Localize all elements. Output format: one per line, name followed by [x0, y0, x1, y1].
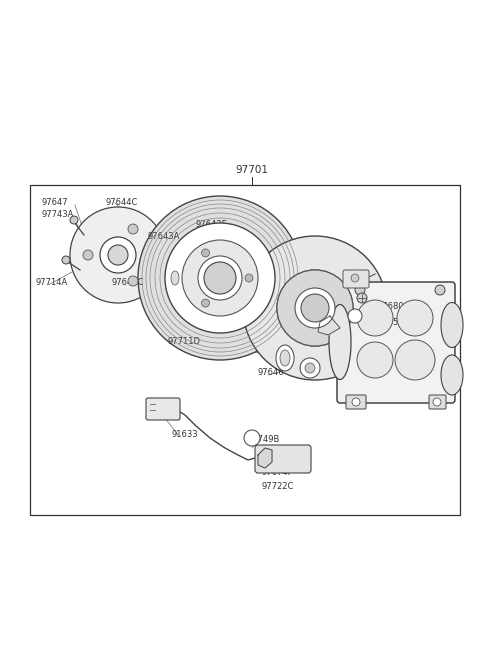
- Text: 97643A: 97643A: [148, 232, 180, 241]
- Circle shape: [128, 276, 138, 286]
- Circle shape: [100, 237, 136, 273]
- Circle shape: [70, 207, 166, 303]
- Text: 97652B: 97652B: [378, 318, 410, 327]
- Text: 97680C: 97680C: [378, 302, 410, 311]
- FancyBboxPatch shape: [146, 398, 180, 420]
- Circle shape: [357, 300, 393, 336]
- Circle shape: [108, 245, 128, 265]
- Circle shape: [244, 430, 260, 446]
- Text: 97646: 97646: [258, 368, 285, 377]
- FancyBboxPatch shape: [255, 445, 311, 473]
- Circle shape: [433, 398, 441, 406]
- Circle shape: [202, 249, 209, 257]
- Ellipse shape: [276, 345, 294, 371]
- Circle shape: [397, 300, 433, 336]
- FancyBboxPatch shape: [429, 395, 446, 409]
- Text: 91633: 91633: [172, 430, 199, 439]
- Circle shape: [352, 398, 360, 406]
- Text: 97707C: 97707C: [300, 320, 333, 329]
- Circle shape: [395, 340, 435, 380]
- Ellipse shape: [171, 271, 179, 285]
- Text: 97646C: 97646C: [112, 278, 144, 287]
- Text: 97647: 97647: [42, 198, 69, 207]
- Circle shape: [301, 294, 329, 322]
- Circle shape: [435, 285, 445, 295]
- Ellipse shape: [441, 355, 463, 395]
- Circle shape: [277, 270, 353, 346]
- Circle shape: [83, 250, 93, 260]
- Text: 97643E: 97643E: [196, 220, 228, 229]
- Circle shape: [182, 240, 258, 316]
- Circle shape: [357, 342, 393, 378]
- Circle shape: [165, 223, 275, 333]
- Text: 97749B: 97749B: [248, 435, 280, 444]
- Polygon shape: [258, 448, 272, 468]
- Text: 97644C: 97644C: [105, 198, 137, 207]
- Ellipse shape: [280, 350, 290, 366]
- Bar: [30, 185, 460, 515]
- Circle shape: [348, 309, 362, 323]
- Ellipse shape: [441, 302, 463, 348]
- Text: 97743A: 97743A: [42, 210, 74, 219]
- Circle shape: [300, 358, 320, 378]
- Circle shape: [243, 236, 387, 380]
- Polygon shape: [318, 316, 340, 335]
- Circle shape: [70, 216, 78, 224]
- Circle shape: [62, 256, 70, 264]
- FancyBboxPatch shape: [337, 282, 455, 403]
- Circle shape: [351, 274, 359, 282]
- Circle shape: [357, 293, 367, 303]
- Circle shape: [305, 363, 315, 373]
- Circle shape: [355, 285, 365, 295]
- Circle shape: [277, 270, 353, 346]
- Text: 97674F: 97674F: [262, 468, 293, 477]
- Circle shape: [295, 288, 335, 328]
- Circle shape: [138, 196, 302, 360]
- Text: 97722C: 97722C: [262, 482, 294, 491]
- Circle shape: [198, 256, 242, 300]
- Text: 97701: 97701: [236, 165, 268, 175]
- FancyBboxPatch shape: [343, 270, 369, 288]
- FancyBboxPatch shape: [346, 395, 366, 409]
- Circle shape: [245, 274, 253, 282]
- Ellipse shape: [329, 304, 351, 380]
- Circle shape: [128, 224, 138, 234]
- Text: 97711D: 97711D: [168, 337, 201, 346]
- Circle shape: [202, 299, 209, 307]
- Ellipse shape: [168, 267, 182, 289]
- Circle shape: [204, 262, 236, 294]
- Text: 97714A: 97714A: [36, 278, 68, 287]
